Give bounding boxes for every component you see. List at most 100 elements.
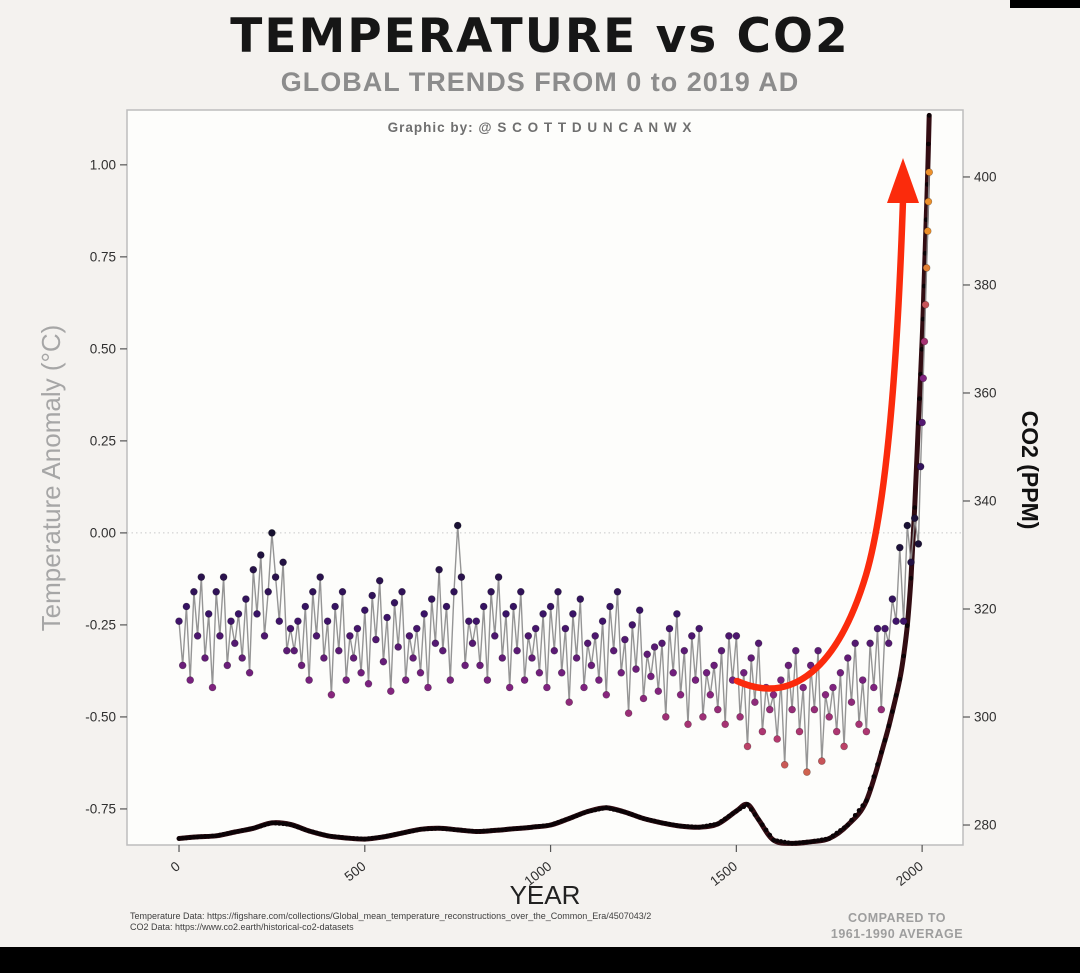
temperature-point xyxy=(175,617,183,626)
temperature-point xyxy=(360,606,369,615)
co2-point xyxy=(511,826,516,832)
temperature-point xyxy=(673,610,681,618)
temperature-point xyxy=(632,665,640,673)
co2-point xyxy=(225,831,230,836)
temperature-point xyxy=(216,632,224,640)
co2-point xyxy=(280,821,286,827)
co2-point xyxy=(440,826,446,831)
temperature-point xyxy=(922,264,931,272)
temperature-point xyxy=(357,668,365,677)
temperature-point xyxy=(680,646,689,655)
co2-point xyxy=(741,804,747,809)
co2-point xyxy=(726,813,732,819)
co2-point xyxy=(407,829,412,834)
co2-point xyxy=(756,817,761,822)
temperature-point xyxy=(253,610,261,618)
co2-point xyxy=(206,834,211,839)
co2-point xyxy=(871,774,877,779)
temperature-point xyxy=(320,654,328,662)
temperature-point xyxy=(843,654,852,662)
temperature-point xyxy=(699,713,707,721)
co2-rise-arrow xyxy=(733,196,907,692)
co2-point xyxy=(905,623,910,628)
co2-point xyxy=(284,821,290,827)
temperature-point xyxy=(260,632,269,640)
temperature-point xyxy=(264,587,273,596)
x-tick-label: 2000 xyxy=(893,859,926,889)
temperature-point xyxy=(539,610,547,618)
co2-point xyxy=(362,836,368,842)
chart-canvas: 1.00 0.75 0.50 0.25 0.00 -0.25 -0.50 -0.75 400 38… xyxy=(36,9,1043,941)
y-left-tick-label: -0.75 xyxy=(85,801,116,816)
temperature-point xyxy=(914,540,923,548)
co2-point xyxy=(867,786,873,791)
temperature-point xyxy=(606,602,614,611)
temperature-point xyxy=(817,757,826,765)
temperature-point xyxy=(658,639,666,648)
co2-point xyxy=(544,823,550,828)
co2-point xyxy=(626,811,631,816)
temperature-point xyxy=(409,654,417,662)
co2-point xyxy=(488,828,494,833)
y-axis-label-left: Temperature Anomaly (°C) xyxy=(36,325,66,632)
source-line-1: Temperature Data: https://figshare.com/c… xyxy=(130,911,651,921)
co2-point xyxy=(247,826,252,832)
co2-point xyxy=(474,829,479,834)
temperature-point xyxy=(583,639,592,648)
co2-point xyxy=(774,838,780,844)
temperature-point xyxy=(695,624,704,633)
y-left-tick-label: 0.00 xyxy=(90,525,116,540)
temperature-point xyxy=(840,742,848,751)
co2-point xyxy=(700,824,706,829)
co2-point xyxy=(893,693,899,698)
temperature-point xyxy=(895,543,904,552)
co2-point xyxy=(295,824,301,830)
temperature-point xyxy=(639,694,648,703)
temperature-point xyxy=(725,632,733,640)
co2-point xyxy=(529,824,535,830)
co2-point xyxy=(797,840,802,845)
co2-point xyxy=(812,838,817,844)
co2-point xyxy=(860,803,865,808)
temperature-point xyxy=(498,654,507,662)
co2-point xyxy=(890,709,895,714)
temperature-point xyxy=(383,613,391,622)
temperature-point xyxy=(873,624,882,633)
temperature-point xyxy=(405,632,414,640)
co2-point xyxy=(678,823,683,829)
co2-point xyxy=(448,826,453,832)
temperature-point xyxy=(178,661,187,670)
co2-point xyxy=(912,505,917,510)
temperature-point xyxy=(334,646,343,655)
temperature-point xyxy=(268,529,276,537)
co2-point xyxy=(782,839,787,845)
co2-point xyxy=(507,826,512,832)
temperature-point xyxy=(416,668,425,677)
temperature-point xyxy=(754,639,763,648)
temperature-point xyxy=(920,337,929,346)
co2-point xyxy=(670,822,676,828)
temperature-point xyxy=(290,646,299,655)
co2-point xyxy=(236,829,241,834)
co2-point xyxy=(607,806,613,811)
co2-point xyxy=(852,813,858,818)
co2-point xyxy=(763,827,769,833)
temperature-point xyxy=(780,760,789,769)
temperature-point xyxy=(598,617,607,626)
co2-point xyxy=(633,813,639,819)
co2-point xyxy=(815,838,821,843)
co2-point xyxy=(875,762,880,767)
co2-point xyxy=(704,823,709,829)
temperature-point xyxy=(717,646,726,655)
temperature-point xyxy=(301,602,310,611)
temperature-point xyxy=(803,768,811,776)
co2-point xyxy=(451,827,457,832)
co2-point xyxy=(395,831,401,837)
co2-point xyxy=(213,833,219,839)
co2-point xyxy=(340,835,345,840)
temperature-point xyxy=(866,639,874,648)
y-left-tick-label: 0.50 xyxy=(90,341,116,356)
temperature-point xyxy=(903,521,912,530)
temperature-point xyxy=(464,617,473,626)
temperature-point xyxy=(650,643,659,651)
